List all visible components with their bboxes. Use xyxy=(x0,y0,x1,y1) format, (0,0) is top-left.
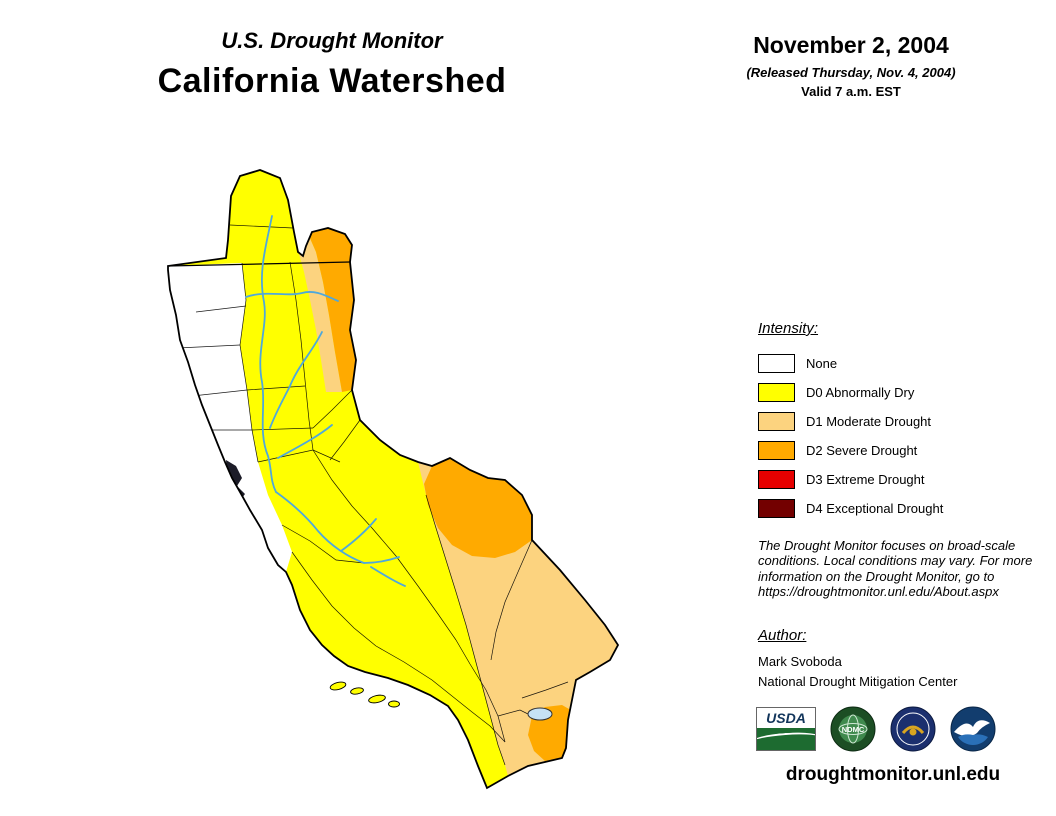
disclaimer-text: The Drought Monitor focuses on broad-sca… xyxy=(758,538,1033,599)
legend-label: D0 Abnormally Dry xyxy=(806,385,915,400)
ndmc-logo: NDMC xyxy=(830,706,876,752)
author-block: Author: Mark Svoboda National Drought Mi… xyxy=(758,627,957,689)
legend-label: None xyxy=(806,356,838,371)
agency-logos: USDA NDMC xyxy=(756,706,996,752)
legend-row-d3: D3 Extreme Drought xyxy=(758,465,1040,494)
intensity-legend: Intensity: None D0 Abnormally Dry D1 Mod… xyxy=(758,320,1040,523)
channel-islands xyxy=(329,681,400,708)
author-name: Mark Svoboda xyxy=(758,654,842,669)
legend-swatch-d0 xyxy=(758,383,795,402)
released-date: (Released Thursday, Nov. 4, 2004) xyxy=(746,65,956,80)
legend-row-d1: D1 Moderate Drought xyxy=(758,407,1040,436)
legend-title: Intensity: xyxy=(758,320,819,337)
legend-swatch-d1 xyxy=(758,412,795,431)
valid-time: Valid 7 a.m. EST xyxy=(801,84,901,99)
watershed-outline xyxy=(167,169,620,790)
date-block: November 2, 2004 (Released Thursday, Nov… xyxy=(722,32,980,99)
southern-lake xyxy=(527,707,553,721)
legend-label: D3 Extreme Drought xyxy=(806,472,925,487)
legend-row-d4: D4 Exceptional Drought xyxy=(758,494,1040,523)
state-border-line xyxy=(168,261,351,267)
page-title: California Watershed xyxy=(157,62,507,100)
rivers xyxy=(245,215,406,587)
author-org: National Drought Mitigation Center xyxy=(758,674,958,689)
author-title: Author: xyxy=(758,627,807,644)
usda-logo: USDA xyxy=(756,707,816,751)
legend-row-none: None xyxy=(758,349,1040,378)
report-date: November 2, 2004 xyxy=(753,32,949,58)
region-none-northwest xyxy=(168,263,292,572)
legend-label: D4 Exceptional Drought xyxy=(806,501,944,516)
usda-logo-field xyxy=(757,728,815,750)
region-d1-northeast xyxy=(292,215,342,392)
commerce-seal-logo xyxy=(890,706,936,752)
legend-swatch-d3 xyxy=(758,470,795,489)
legend-swatch-d4 xyxy=(758,499,795,518)
legend-label: D2 Severe Drought xyxy=(806,443,918,458)
svg-text:NDMC: NDMC xyxy=(842,725,865,734)
region-d2-northeast xyxy=(303,215,356,392)
region-d2-east-central xyxy=(424,458,532,558)
noaa-logo xyxy=(950,706,996,752)
legend-row-d2: D2 Severe Drought xyxy=(758,436,1040,465)
legend-row-d0: D0 Abnormally Dry xyxy=(758,378,1040,407)
usda-logo-text: USDA xyxy=(766,710,806,726)
legend-swatch-d2 xyxy=(758,441,795,460)
legend-label: D1 Moderate Drought xyxy=(806,414,932,429)
drought-monitor-url: droughtmonitor.unl.edu xyxy=(785,764,1001,785)
program-title: U.S. Drought Monitor xyxy=(221,28,443,53)
legend-swatch-none xyxy=(758,354,795,373)
